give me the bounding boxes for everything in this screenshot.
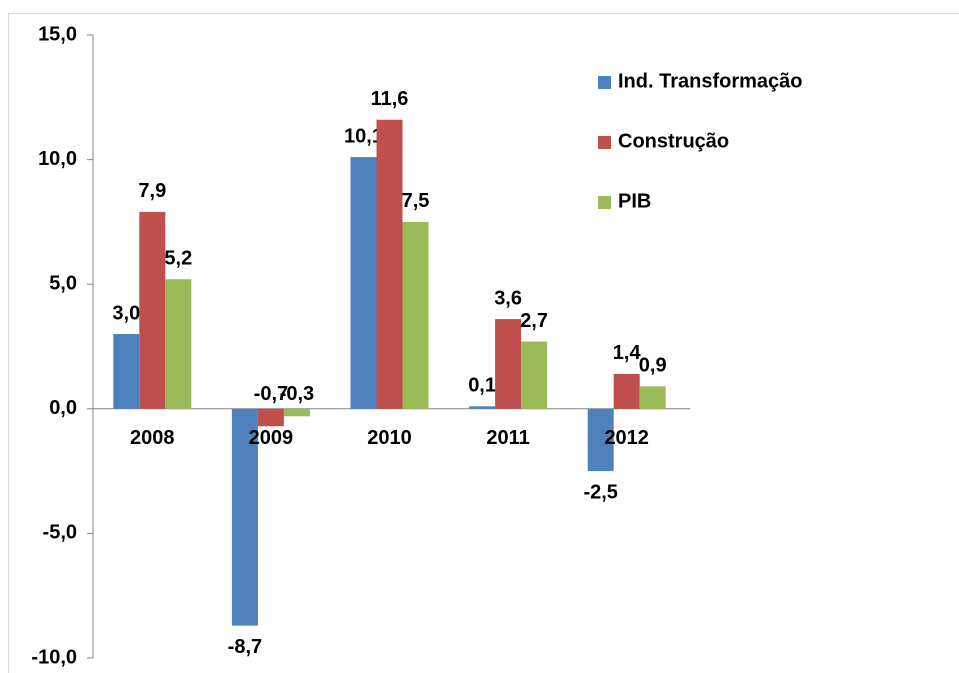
y-tick-label: 5,0 — [49, 272, 77, 294]
x-tick-label: 2012 — [604, 427, 649, 449]
data-label: -0,7 — [254, 383, 288, 405]
bar — [283, 408, 310, 417]
data-label: 5,2 — [164, 247, 192, 269]
data-label: 2,7 — [520, 310, 548, 332]
bar — [613, 373, 640, 409]
bar — [469, 406, 496, 409]
legend-swatch — [598, 196, 611, 209]
bar — [521, 341, 548, 409]
data-label: 3,0 — [112, 302, 140, 324]
x-tick-label: 2008 — [130, 427, 175, 449]
bar — [376, 119, 403, 409]
bar — [257, 408, 284, 427]
data-label: -0,3 — [280, 383, 314, 405]
legend-label: Construção — [618, 130, 729, 152]
y-tick-label: 10,0 — [38, 148, 77, 170]
legend-swatch — [598, 136, 611, 149]
data-label: 3,6 — [494, 287, 522, 309]
bar — [350, 157, 377, 409]
bar — [639, 386, 666, 409]
data-label: 7,9 — [138, 180, 166, 202]
x-tick-label: 2010 — [367, 427, 412, 449]
bar — [402, 221, 429, 409]
data-label: 7,5 — [402, 190, 430, 212]
bar — [231, 408, 258, 626]
data-label: 0,1 — [468, 375, 496, 397]
bar — [165, 279, 192, 409]
data-label: 0,9 — [639, 355, 667, 377]
bar — [587, 408, 614, 472]
chart-frame — [8, 13, 959, 673]
x-tick-label: 2011 — [486, 427, 529, 449]
data-label: 11,6 — [371, 88, 409, 110]
bar — [139, 211, 166, 409]
legend-swatch — [598, 76, 611, 89]
data-label: -2,5 — [583, 481, 617, 503]
bar — [495, 319, 522, 409]
y-tick-label: -5,0 — [43, 522, 77, 544]
legend-label: Ind. Transformação — [618, 70, 803, 92]
legend-label: PIB — [618, 190, 651, 212]
data-label: -8,7 — [228, 636, 262, 658]
y-tick-label: 15,0 — [38, 23, 77, 45]
data-label: 1,4 — [613, 342, 642, 364]
y-tick-label: 0,0 — [49, 397, 77, 419]
bar — [113, 334, 140, 409]
y-tick-label: -10,0 — [31, 646, 77, 668]
data-label: 10,1 — [344, 125, 383, 147]
x-tick-label: 2009 — [249, 427, 294, 449]
